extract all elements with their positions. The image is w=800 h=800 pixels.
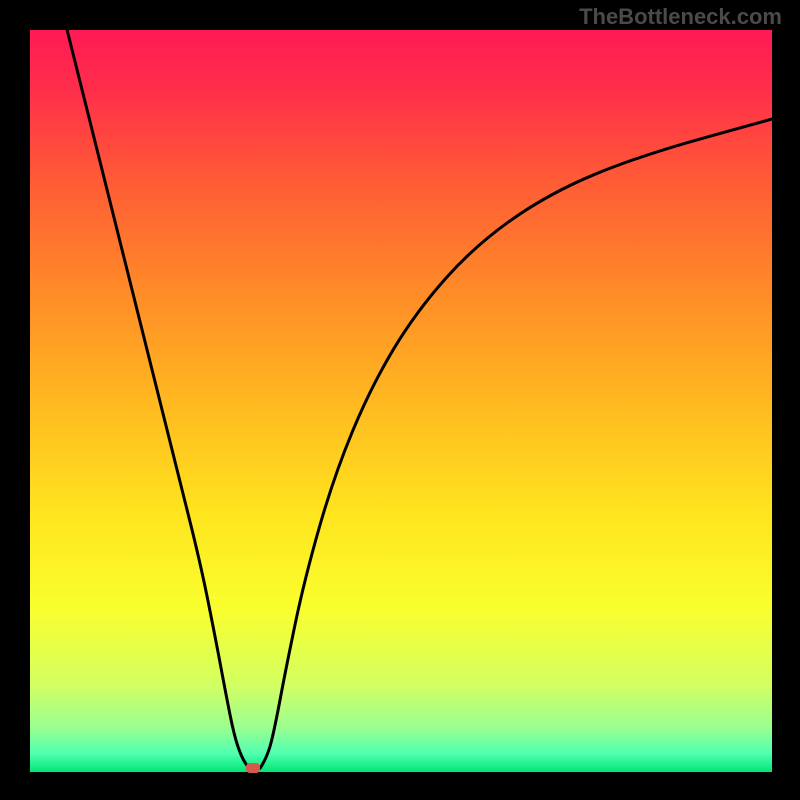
heatmap-gradient-background [30, 30, 772, 772]
chart-plot-area [30, 30, 772, 772]
optimal-point-marker [246, 763, 260, 773]
watermark-label: TheBottleneck.com [579, 4, 782, 30]
